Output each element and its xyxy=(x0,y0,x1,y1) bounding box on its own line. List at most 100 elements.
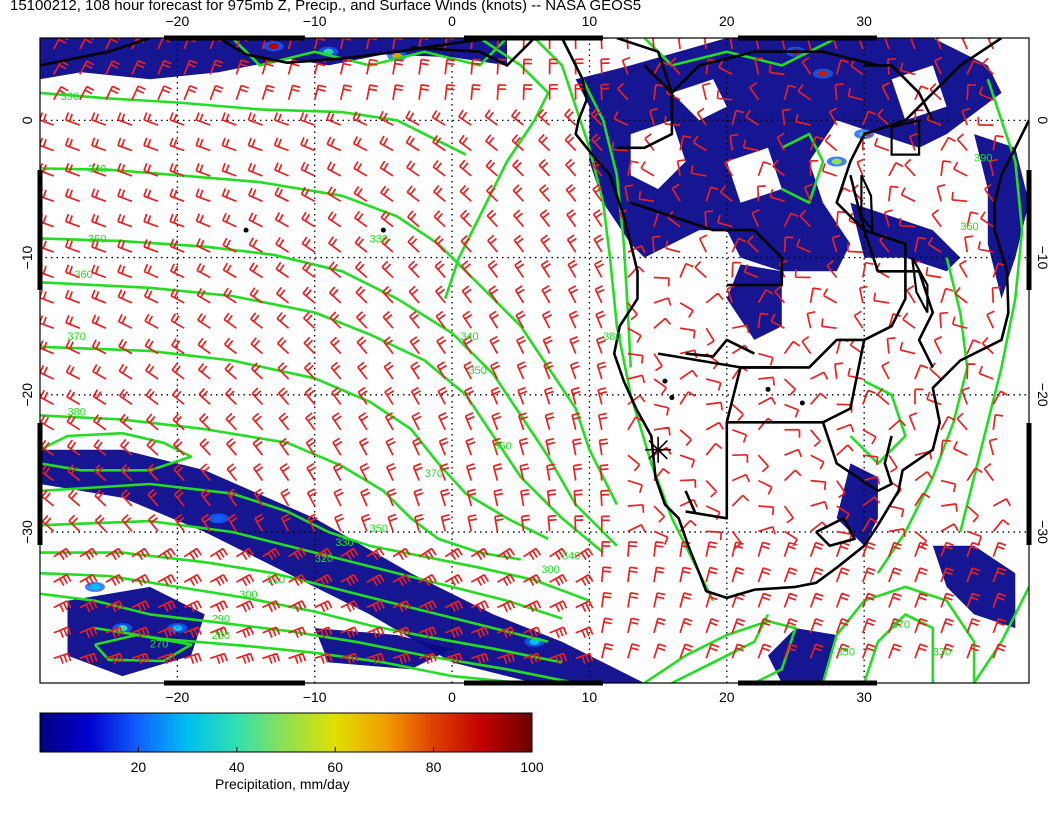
lon-tick-label-top: 30 xyxy=(856,13,872,29)
location-marker xyxy=(645,436,672,463)
coastline xyxy=(781,338,865,369)
height-contour-line xyxy=(40,519,563,620)
colorbar-tick-label: 20 xyxy=(131,759,147,775)
colorbar-tick-label: 60 xyxy=(327,759,343,775)
map-plot-area: 3303403503603703803303403503603703503303… xyxy=(40,38,1029,683)
lat-tick-label-left: 0 xyxy=(19,116,35,124)
map-title: 15100212, 108 hour forecast for 975mb Z,… xyxy=(10,0,642,14)
lon-tick-label-bottom: 30 xyxy=(856,689,872,705)
precip-gap xyxy=(671,79,727,121)
contour-label: 350 xyxy=(88,233,106,245)
height-contours xyxy=(40,38,1029,683)
precip-core xyxy=(89,583,100,590)
wind-barbs xyxy=(40,38,1012,664)
height-contour-line xyxy=(40,414,522,561)
height-contour-line xyxy=(40,431,193,472)
wind-barb-field xyxy=(40,38,1012,664)
lon-tick-label-top: 0 xyxy=(448,13,456,29)
colorbar-tick-label: 80 xyxy=(426,759,442,775)
contour-label: 330 xyxy=(933,647,951,659)
height-contour-line xyxy=(93,633,193,663)
lon-tick-label-bottom: −10 xyxy=(303,689,327,705)
precip-core xyxy=(817,70,828,77)
lat-tick-label-right: 0 xyxy=(1035,116,1051,124)
contour-label: 360 xyxy=(74,269,92,281)
coastline xyxy=(630,201,784,287)
contour-label: 280 xyxy=(212,630,230,642)
lon-tick-label-bottom: 10 xyxy=(582,689,598,705)
coastline xyxy=(821,421,893,493)
coastline xyxy=(726,38,1003,424)
contour-label: 360 xyxy=(960,221,978,233)
precip-region xyxy=(974,134,1029,299)
height-contour-line xyxy=(821,585,976,683)
coastline xyxy=(815,517,856,548)
height-contour-line xyxy=(40,345,549,541)
precip-region xyxy=(726,264,782,340)
precip-core xyxy=(831,158,842,165)
contour-label: 340 xyxy=(460,331,478,343)
precip-gap xyxy=(630,120,686,189)
precip-gap xyxy=(726,147,782,203)
contour-label: 330 xyxy=(370,233,388,245)
lon-tick-label-bottom: 0 xyxy=(448,689,456,705)
precip-region xyxy=(932,545,1016,629)
lat-tick-label-left: −10 xyxy=(19,245,35,269)
coastline xyxy=(616,38,879,95)
lat-tick-label-right: −30 xyxy=(1035,520,1051,544)
lat-tick-label-left: −20 xyxy=(19,383,35,407)
contour-label: 350 xyxy=(469,365,487,377)
coastline xyxy=(560,38,1029,600)
lake-outline xyxy=(890,118,921,156)
height-contour-line xyxy=(40,91,467,156)
coastline xyxy=(40,38,151,67)
precipitation-colorbar: 20 40 60 80 100 xyxy=(39,712,544,775)
lake-outline xyxy=(860,174,874,234)
island-dot xyxy=(243,227,249,233)
contour-label: 370 xyxy=(425,468,443,480)
contour-label: 390 xyxy=(974,153,992,165)
height-contour-line xyxy=(849,379,907,465)
coastline xyxy=(217,38,494,64)
height-contour-line xyxy=(533,38,715,602)
contour-label: 370 xyxy=(892,619,910,631)
contour-label: 340 xyxy=(88,163,106,175)
contour-label: 290 xyxy=(212,614,230,626)
coastlines-and-borders xyxy=(40,38,1029,600)
height-contour-line xyxy=(443,38,550,300)
height-contour-line xyxy=(40,551,549,644)
contour-label: 350 xyxy=(837,647,855,659)
contour-label: 360 xyxy=(493,441,511,453)
contour-label: 330 xyxy=(61,91,79,103)
precip-core xyxy=(172,625,183,632)
height-contour-line xyxy=(781,132,825,204)
coastline xyxy=(685,338,755,358)
island-dot xyxy=(380,227,386,233)
precip-core xyxy=(213,515,224,522)
height-contour-line xyxy=(876,257,969,574)
island-dot xyxy=(799,400,805,406)
contour-label: 310 xyxy=(267,574,285,586)
island-dot xyxy=(765,386,771,392)
height-contour-line xyxy=(40,281,605,554)
precip-region xyxy=(768,628,837,683)
contour-label: 340 xyxy=(562,550,580,562)
contour-label: 350 xyxy=(370,523,388,535)
contour-label: 300 xyxy=(541,564,559,576)
lon-tick-label-top: 20 xyxy=(719,13,735,29)
contour-label: 370 xyxy=(67,331,85,343)
coastline xyxy=(410,38,536,67)
colorbar-ramp xyxy=(39,712,533,753)
coastline xyxy=(657,352,782,369)
island-dot xyxy=(669,395,675,401)
height-contour-line xyxy=(862,613,935,683)
contour-label: 330 xyxy=(335,537,353,549)
contour-label: 300 xyxy=(239,589,257,601)
colorbar-tick-label: 40 xyxy=(229,759,245,775)
height-contour-line xyxy=(231,38,508,67)
lon-tick-label-top: −20 xyxy=(165,13,189,29)
lon-tick-label-bottom: −20 xyxy=(165,689,189,705)
island-dot xyxy=(662,378,668,384)
